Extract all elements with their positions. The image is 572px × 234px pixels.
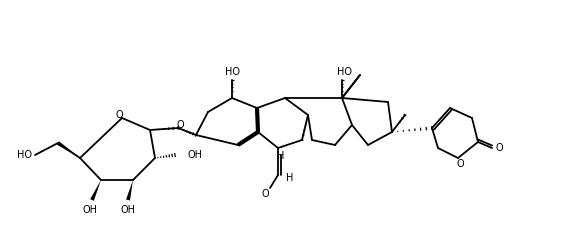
- Polygon shape: [126, 180, 133, 201]
- Text: O: O: [456, 159, 464, 169]
- Text: OH: OH: [187, 150, 202, 160]
- Text: O: O: [115, 110, 123, 120]
- Text: OH: OH: [121, 205, 136, 215]
- Text: O: O: [261, 189, 269, 199]
- Text: H: H: [277, 151, 285, 161]
- Text: OH: OH: [82, 205, 97, 215]
- Text: HO: HO: [17, 150, 32, 160]
- Text: H: H: [287, 173, 293, 183]
- Text: HO: HO: [224, 67, 240, 77]
- Polygon shape: [90, 180, 101, 201]
- Polygon shape: [57, 141, 80, 158]
- Text: O: O: [176, 120, 184, 130]
- Text: O: O: [495, 143, 503, 153]
- Text: HO: HO: [337, 67, 352, 77]
